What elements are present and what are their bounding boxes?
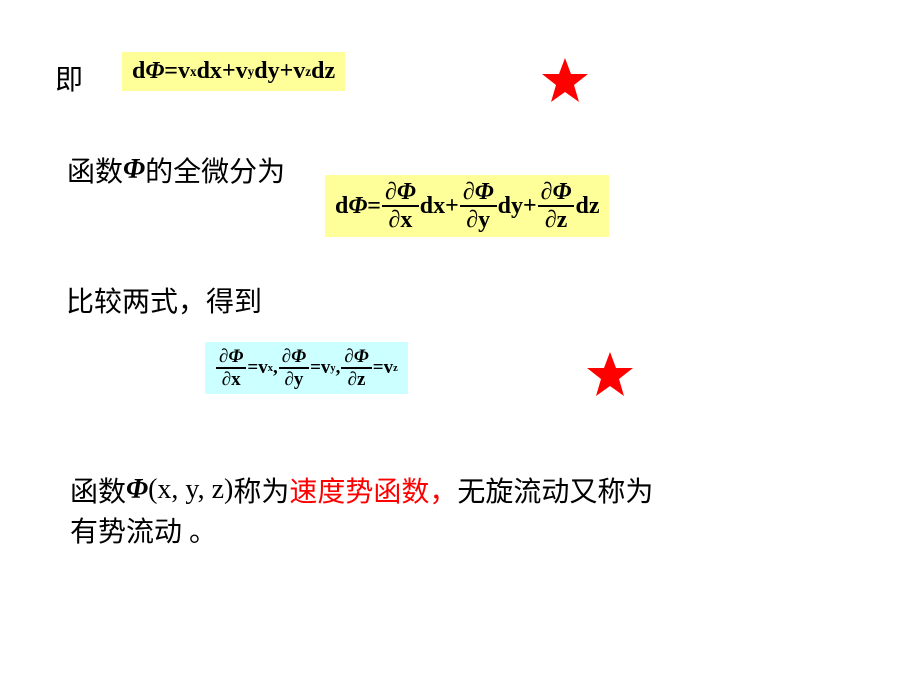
f1-phi: Φ <box>145 58 164 85</box>
f3-phi2: Φ <box>291 346 306 367</box>
f2-dx: dx <box>420 193 445 220</box>
f1-d: d <box>132 58 145 85</box>
f2-z: z <box>557 207 568 233</box>
label-line4: 函数 Φ (x, y, z) 称为 速度势函数， 无旋流动又称为 <box>70 470 653 510</box>
f3-vz-sub: z <box>393 363 398 374</box>
f3-p3: ∂ <box>344 346 353 367</box>
f2-plus1: + <box>445 193 459 220</box>
f3-z: z <box>357 369 365 390</box>
l4-chenwei: 称为 <box>233 470 289 510</box>
l4-args: (x, y, z) <box>148 474 233 506</box>
text-ji: 即 <box>55 58 83 98</box>
l2-pre: 函数 <box>67 150 123 190</box>
f1-vy: v <box>236 58 248 85</box>
label-line2: 函数 Φ 的全微分为 <box>67 150 285 190</box>
formula-1: d Φ = vx dx + vy dy + vz dz <box>122 52 345 91</box>
f2-p1: ∂ <box>385 179 397 205</box>
f1-plus2: + <box>280 58 294 85</box>
f2-frac-y: ∂Φ ∂y <box>460 179 497 233</box>
f2-p2: ∂ <box>463 179 475 205</box>
f3-p1: ∂ <box>219 346 228 367</box>
f3-x: x <box>231 369 241 390</box>
l2-post: 的全微分为 <box>145 150 285 190</box>
f1-vz: v <box>293 58 305 85</box>
l5: 有势流动 。 <box>70 510 217 550</box>
f1-vy-sub: y <box>248 64 255 80</box>
formula-3: ∂Φ ∂x = vx , ∂Φ ∂y = vy , ∂Φ ∂z = vz <box>205 342 408 394</box>
f3-y: y <box>294 369 304 390</box>
star-icon-2 <box>585 350 635 400</box>
label-ji: 即 <box>55 58 83 98</box>
f2-p3b: ∂ <box>545 207 557 233</box>
f2-dy: dy <box>498 193 523 220</box>
f2-eq: = <box>367 193 381 220</box>
l4-red: 速度势函数， <box>289 470 457 510</box>
f2-d: d <box>335 193 348 220</box>
f2-p3: ∂ <box>541 179 553 205</box>
f3-phi1: Φ <box>228 346 243 367</box>
f3-c1: , <box>273 357 278 379</box>
l2-phi: Φ <box>123 154 145 186</box>
f2-plus2: + <box>523 193 537 220</box>
f1-dz: dz <box>311 58 335 85</box>
f2-p1b: ∂ <box>388 207 400 233</box>
f1-plus1: + <box>222 58 236 85</box>
f3-eq3: = <box>373 357 384 379</box>
f3-p2: ∂ <box>282 346 291 367</box>
f2-x: x <box>400 207 412 233</box>
f2-phi3: Φ <box>553 179 572 205</box>
f3-frac-x: ∂Φ ∂x <box>216 346 246 390</box>
f2-phi: Φ <box>348 193 367 220</box>
f3-eq2: = <box>310 357 321 379</box>
f1-vx-sub: x <box>190 64 197 80</box>
f2-frac-z: ∂Φ ∂z <box>538 179 575 233</box>
f3-frac-z: ∂Φ ∂z <box>341 346 371 390</box>
f3-vy: v <box>321 357 331 379</box>
f2-phi2: Φ <box>475 179 494 205</box>
label-line3: 比较两式，得到 <box>66 280 262 320</box>
l4-rest: 无旋流动又称为 <box>457 470 653 510</box>
star-icon-1 <box>540 56 590 106</box>
f2-dz: dz <box>575 193 599 220</box>
l4-phi: Φ <box>126 474 148 506</box>
f3-p2b: ∂ <box>284 369 293 390</box>
f1-dx: dx <box>197 58 222 85</box>
f2-phi1: Φ <box>397 179 416 205</box>
formula-2: d Φ = ∂Φ ∂x dx + ∂Φ ∂y dy + ∂Φ ∂z dz <box>325 175 609 237</box>
f2-y: y <box>478 207 490 233</box>
f1-dy: dy <box>254 58 279 85</box>
f2-p2b: ∂ <box>466 207 478 233</box>
f2-frac-x: ∂Φ ∂x <box>382 179 419 233</box>
l3: 比较两式，得到 <box>66 280 262 320</box>
f3-p3b: ∂ <box>348 369 357 390</box>
f3-vx: v <box>258 357 268 379</box>
f3-phi3: Φ <box>354 346 369 367</box>
label-line5: 有势流动 。 <box>70 510 217 550</box>
l4-pre: 函数 <box>70 470 126 510</box>
f3-eq1: = <box>247 357 258 379</box>
f1-vx: v <box>178 58 190 85</box>
f3-p1b: ∂ <box>222 369 231 390</box>
f3-c2: , <box>336 357 341 379</box>
f1-eq1: = <box>164 58 178 85</box>
f3-vz: v <box>384 357 394 379</box>
f3-frac-y: ∂Φ ∂y <box>279 346 309 390</box>
